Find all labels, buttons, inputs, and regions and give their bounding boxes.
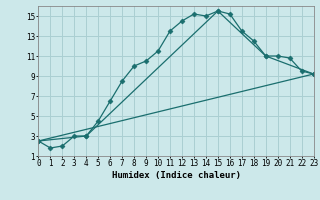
- X-axis label: Humidex (Indice chaleur): Humidex (Indice chaleur): [111, 171, 241, 180]
